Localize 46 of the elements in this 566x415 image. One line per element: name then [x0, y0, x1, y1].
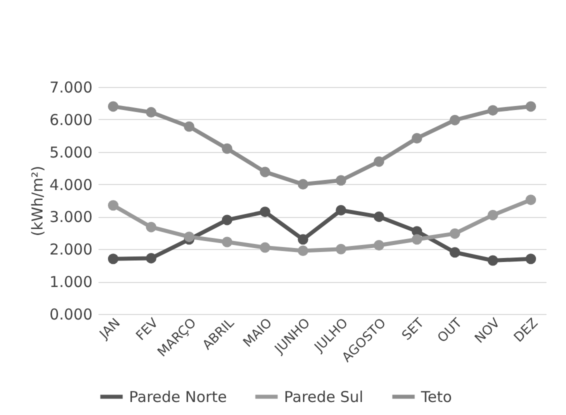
point [298, 234, 308, 245]
point [336, 175, 346, 186]
point [108, 254, 118, 264]
point [488, 210, 498, 220]
point [450, 114, 460, 126]
y-tick-label: 0.000 [50, 306, 92, 324]
point [146, 107, 156, 118]
point [222, 214, 232, 226]
y-tick-label: 5.000 [50, 143, 92, 162]
point [412, 234, 422, 245]
point [374, 156, 384, 167]
point [488, 105, 498, 116]
y-tick-label: 7.000 [50, 78, 92, 96]
point [260, 166, 270, 178]
legend-label: Parede Sul [284, 388, 364, 406]
y-axis-title: (kWh/m²) [28, 166, 47, 236]
point [146, 222, 156, 232]
point [526, 254, 536, 264]
y-tick-label: 1.000 [50, 273, 92, 292]
point [260, 242, 270, 253]
point [336, 204, 346, 216]
point [108, 200, 118, 211]
point [526, 194, 536, 206]
point [374, 240, 384, 250]
point [450, 228, 460, 239]
legend-label: Teto [420, 388, 452, 406]
point [336, 244, 346, 254]
point [108, 101, 118, 112]
y-tick-label: 4.000 [50, 176, 92, 194]
point [260, 206, 270, 218]
point [526, 101, 536, 112]
point [184, 232, 194, 242]
point [450, 247, 460, 258]
point [222, 236, 232, 248]
legend-label: Parede Norte [129, 388, 227, 406]
point [146, 252, 156, 264]
y-tick-label: 6.000 [50, 110, 92, 129]
point [412, 133, 422, 144]
y-tick-label: 2.000 [50, 240, 92, 259]
point [222, 143, 232, 154]
y-tick-label: 3.000 [50, 208, 92, 226]
point [298, 179, 308, 190]
point [298, 246, 308, 256]
point [184, 121, 194, 132]
point [374, 211, 384, 222]
point [488, 255, 498, 266]
